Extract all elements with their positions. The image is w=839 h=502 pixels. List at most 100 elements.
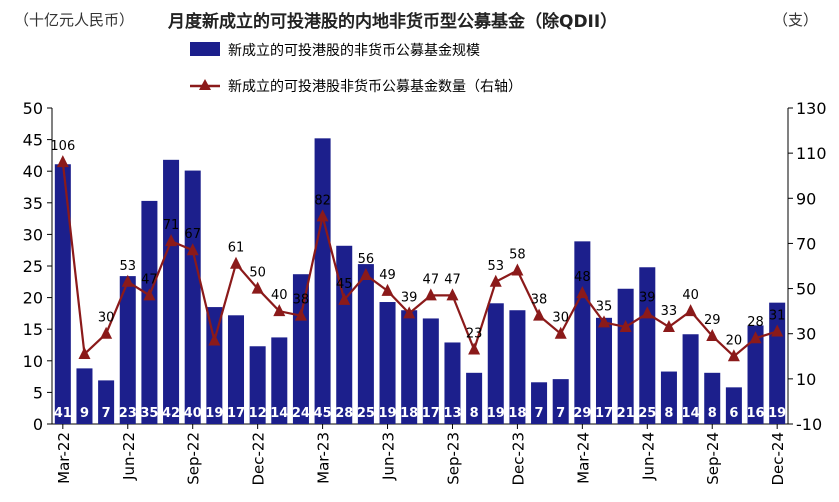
line-value-label: 31 [769,308,786,323]
line-value-label: 53 [487,259,504,274]
bar [509,310,526,424]
line-value-label: 47 [423,272,440,287]
line-point-marker [684,304,697,317]
bar [466,372,483,424]
left-axis-tick-label: 45 [23,131,43,150]
x-axis-tick-label: Dec-22 [250,432,268,486]
left-axis-tick-label: 30 [23,225,43,244]
line-value-label: 49 [379,268,396,283]
line-point-marker [294,308,307,321]
bar-value-label: 45 [314,406,332,421]
x-axis-tick-label: Sep-24 [704,432,722,485]
bar-value-label: 12 [249,406,267,421]
bar-value-label: 9 [80,406,89,421]
bar-value-label: 18 [400,406,418,421]
x-axis-tick-label: Sep-23 [444,432,462,485]
line-value-label: 33 [661,304,678,319]
left-axis-tick-label: 25 [23,257,43,276]
bar-value-label: 14 [682,406,700,421]
bar [574,241,591,424]
bar-value-label: 14 [270,406,288,421]
left-axis-tick-label: 40 [23,162,43,181]
bar [379,302,396,424]
right-axis-tick-label: 70 [796,234,816,253]
line-point-marker [424,288,437,301]
line-value-label: 30 [552,311,569,326]
bar [76,368,93,424]
x-axis-tick-label: Sep-22 [185,432,203,485]
legend: 新成立的可投港股的非货币公募基金规模 新成立的可投港股非货币公募基金数量（右轴） [190,42,522,95]
right-axis-unit: （支） [773,11,819,29]
legend-bar-label: 新成立的可投港股的非货币公募基金规模 [228,42,480,59]
bar [357,264,374,424]
bar [747,325,764,424]
line-value-label: 20 [726,333,743,348]
line-value-label: 82 [314,193,331,208]
x-axis-tick-label: Dec-24 [769,432,787,486]
left-axis-unit: （十亿元人民币） [14,11,135,29]
bar-value-label: 8 [664,406,673,421]
line-point-marker [641,306,654,319]
line-value-label: 67 [184,227,201,242]
line-value-label: 47 [141,272,158,287]
bar-value-label: 24 [292,406,310,421]
bar [617,288,634,424]
bar [271,337,288,424]
bar-value-label: 23 [119,406,137,421]
left-axis-tick-label: 5 [33,383,43,402]
bar-value-label: 25 [357,406,375,421]
left-axis-tick-label: 35 [23,194,43,213]
line-point-marker [251,281,264,294]
line-value-label: 30 [98,311,115,326]
bar [206,307,223,424]
bar-value-label: 7 [535,406,544,421]
bar [401,310,418,424]
bar [314,138,331,424]
bar-value-label: 16 [746,406,764,421]
bar-value-label: 18 [508,406,526,421]
line-value-label: 58 [509,248,526,263]
bar-value-label: 41 [54,406,72,421]
line-value-label: 29 [704,313,721,328]
line-value-label: 106 [50,139,75,154]
line-value-label: 38 [293,293,310,308]
line-value-label: 61 [228,241,245,256]
line-point-marker [56,155,69,168]
bar-value-label: 28 [335,406,353,421]
line-point-marker [511,263,524,276]
left-axis-tick-label: 50 [23,99,43,118]
line-point-marker [598,315,610,328]
line-value-label: 53 [119,259,136,274]
line-value-label: 28 [747,315,764,330]
line-value-label: 39 [639,290,656,305]
bar [163,159,180,424]
legend-bar-swatch [190,42,220,56]
line-value-label: 56 [358,252,375,267]
line-value-label: 38 [531,293,548,308]
line-series: 106 30 53 47 71 67 61 50 40 38 82 45 56 49 39 47 47 23 53 5… [50,139,786,362]
line-point-marker [100,326,113,339]
bar [660,371,677,424]
bar [531,382,548,424]
bar-value-label: 8 [470,406,479,421]
bar [639,267,656,424]
line-point-marker [273,304,286,317]
line-point-marker [771,324,784,337]
bar-value-label: 19 [378,406,396,421]
bar-value-label: 7 [102,406,111,421]
line-point-marker [533,308,546,321]
line-value-label: 47 [444,272,461,287]
bar-value-label: 25 [638,406,656,421]
bar-value-label: 42 [162,406,180,421]
legend-line-marker [199,79,211,90]
bar [704,372,721,424]
line-value-label: 50 [249,266,266,281]
right-axis-tick-label: 30 [796,325,816,344]
line-point-marker [403,306,416,319]
x-axis-tick-label: Dec-23 [509,432,527,486]
left-axis-tick-label: 10 [23,352,43,371]
bar [227,315,245,424]
bar [184,170,201,424]
right-axis-tick-label: 10 [796,370,816,389]
